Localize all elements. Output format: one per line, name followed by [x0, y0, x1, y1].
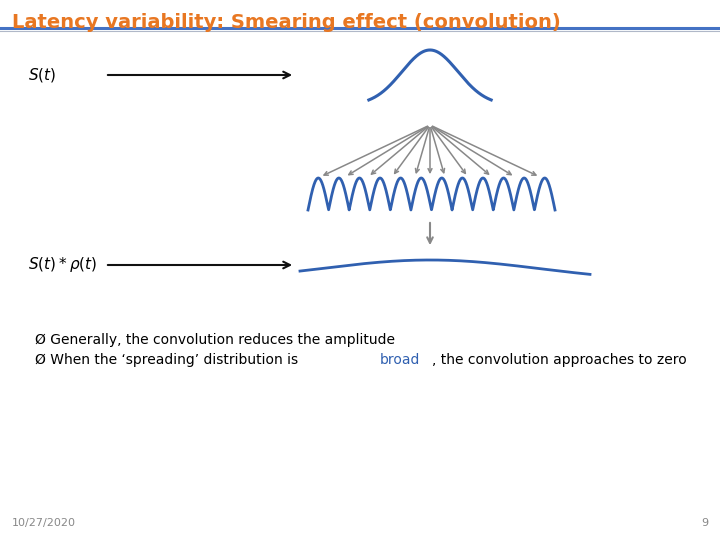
Text: broad: broad — [380, 353, 420, 367]
Text: 9: 9 — [701, 518, 708, 528]
Text: , the convolution approaches to zero: , the convolution approaches to zero — [432, 353, 687, 367]
Text: 10/27/2020: 10/27/2020 — [12, 518, 76, 528]
Text: Latency variability: Smearing effect (convolution): Latency variability: Smearing effect (co… — [12, 13, 561, 32]
Text: Ø When the ‘spreading’ distribution is: Ø When the ‘spreading’ distribution is — [35, 353, 302, 367]
Text: $S(t)$: $S(t)$ — [28, 66, 56, 84]
Text: Ø Generally, the convolution reduces the amplitude: Ø Generally, the convolution reduces the… — [35, 333, 395, 347]
Text: $S(t) * \rho(t)$: $S(t) * \rho(t)$ — [28, 255, 97, 274]
